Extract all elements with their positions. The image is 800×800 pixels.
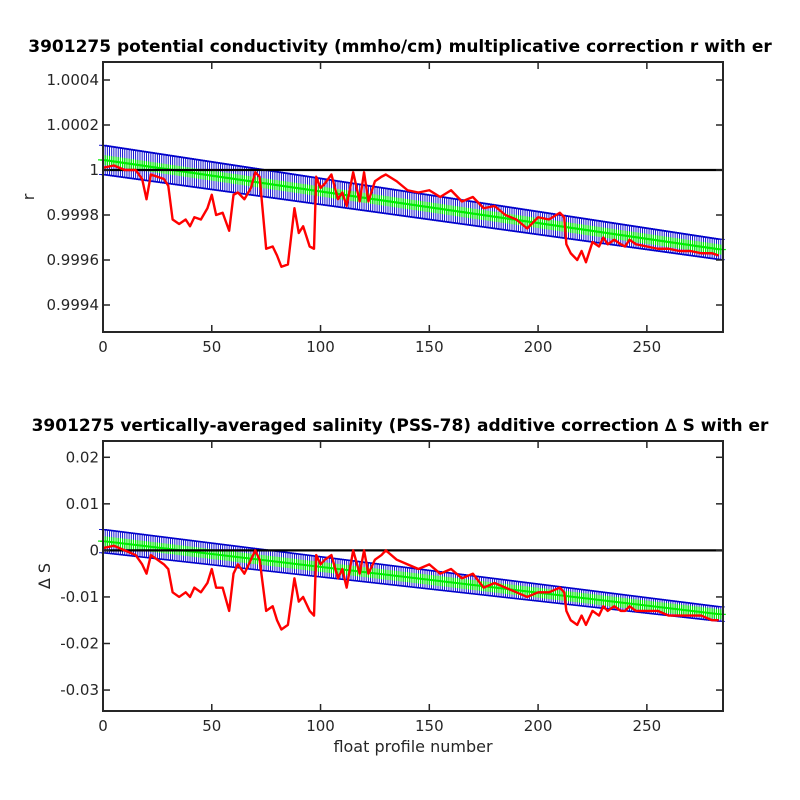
axes-frame-r [102,61,724,333]
y-tick-label: 0.9996 [47,251,100,269]
x-tick-label: 150 [415,717,444,735]
x-tick-label: 50 [202,717,221,735]
fit-line-r [98,154,726,255]
y-tick-label: 1.0002 [47,116,100,134]
x-tick-label: 0 [98,717,108,735]
y-tick-label: 0.02 [66,448,99,466]
fit-marker [715,244,726,255]
x-tick-label: 200 [524,717,553,735]
plot-area-deltas [103,441,723,711]
x-axis-label-deltas: float profile number [333,737,493,756]
plot-area-r [103,62,723,332]
y-tick-label: 0.9994 [47,296,100,314]
y-tick-label: -0.02 [60,635,99,653]
x-tick-label: 150 [415,338,444,356]
chart-panel-r: 3901275 potential conductivity (mmho/cm)… [19,37,772,356]
y-tick-label: -0.03 [60,681,99,699]
axes-frame-deltas [102,440,724,712]
axis-ticks-deltas: 0 50 100 150 200 250 -0.03 -0.02 -0.01 0 0.01 0.02 [60,441,723,735]
chart-title-deltas: 3901275 vertically-averaged salinity (PS… [32,416,769,436]
y-tick-label: 0 [89,541,99,559]
y-tick-label: 1 [89,161,99,179]
chart-panel-deltas: 3901275 vertically-averaged salinity (PS… [32,416,769,756]
y-tick-label: 1.0004 [47,71,100,89]
profile-series-deltas [102,544,719,631]
x-tick-label: 50 [202,338,221,356]
x-tick-label: 0 [98,338,108,356]
y-tick-label: 0.9998 [47,206,100,224]
profile-series-r [102,164,720,268]
x-tick-label: 100 [306,717,335,735]
y-tick-label: -0.01 [60,588,99,606]
fit-marker [715,609,726,620]
y-axis-label-deltas: ∆ S [35,563,54,590]
x-tick-label: 100 [306,338,335,356]
x-tick-label: 250 [633,338,662,356]
y-axis-label-r: r [19,193,38,200]
chart-title-r: 3901275 potential conductivity (mmho/cm)… [28,37,772,57]
axis-ticks-r: 0 50 100 150 200 250 0.9994 0.9996 0.9998 1 1.0002… [47,62,723,356]
x-tick-label: 250 [633,717,662,735]
y-tick-label: 0.01 [66,495,99,513]
x-tick-label: 200 [524,338,553,356]
